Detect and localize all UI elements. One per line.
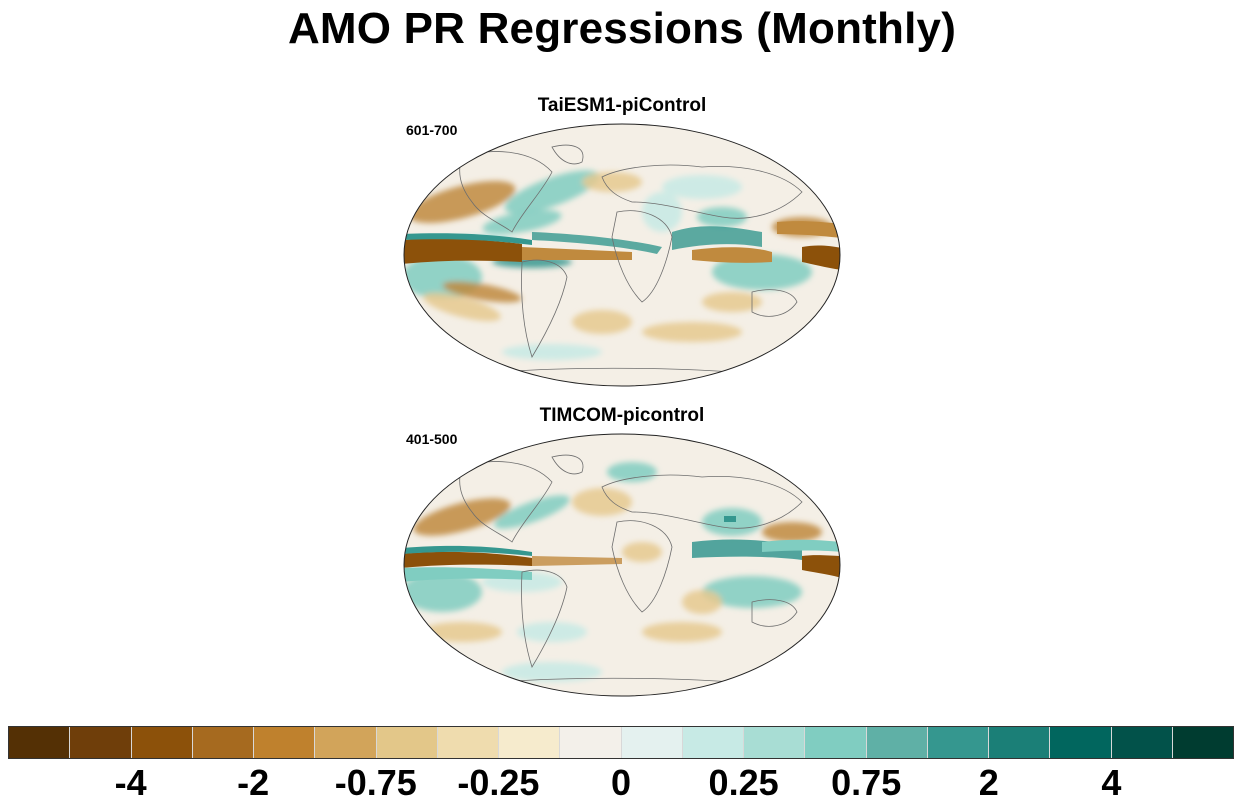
colorbar-box [437,727,499,758]
colorbar-box [805,727,867,758]
colorbar-box [1111,727,1173,758]
panel-period-taiesm1: 601-700 [406,122,458,138]
colorbar-box [1050,727,1112,758]
panel-title-taiesm1: TaiESM1-piControl [537,95,707,116]
colorbar-box [866,727,928,758]
colorbar-box [254,727,316,758]
colorbar-box [682,727,744,758]
colorbar-box [989,727,1051,758]
panel-title-timcom: TIMCOM-picontrol [539,405,705,426]
colorbar-box [560,727,622,758]
colorbar-tick-label: -4 [114,762,147,803]
colorbar-box [315,727,377,758]
colorbar-box [499,727,561,758]
colorbar-tick-label: 0.75 [831,762,902,803]
colorbar-box [192,727,254,758]
colorbar-tick-label: 2 [978,762,999,803]
map-taiesm1-pr-regression [403,123,841,387]
colorbar-box [70,727,132,758]
colorbar-tick-label: -2 [237,762,270,803]
colorbar-box [376,727,438,758]
map-timcom-pr-regression [403,433,841,697]
colorbar-tick-label: 0 [610,762,632,803]
colorbar-box [1172,727,1233,758]
colorbar [8,726,1234,759]
figure-title: AMO PR Regressions (Monthly) [287,4,957,53]
colorbar-box [131,727,193,758]
colorbar-box [744,727,806,758]
colorbar-tick-label: 0.25 [708,762,779,803]
colorbar-box [927,727,989,758]
colorbar-tick-label: -0.75 [334,762,417,803]
colorbar-box [9,727,71,758]
panel-period-timcom: 401-500 [406,431,458,447]
colorbar-tick-label: -0.25 [457,762,540,803]
colorbar-box [621,727,683,758]
colorbar-tick-label: 4 [1101,762,1122,803]
